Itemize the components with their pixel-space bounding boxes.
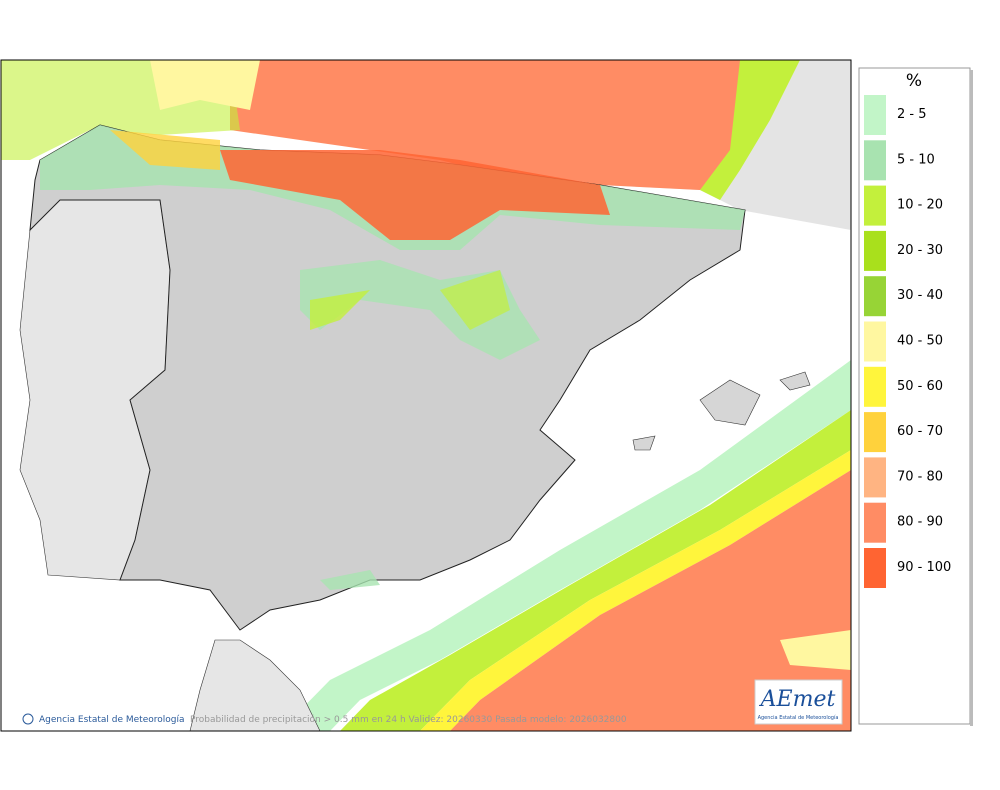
legend-label: 70 - 80 (897, 469, 943, 484)
legend-swatch (864, 412, 886, 453)
legend-label: 40 - 50 (897, 334, 943, 349)
map-frame (0, 59, 852, 732)
map (1, 60, 851, 731)
legend-label: 80 - 90 (897, 515, 943, 530)
caption: Probabilidad de precipitación > 0.5 mm e… (190, 714, 627, 725)
legend-swatch (864, 95, 886, 135)
legend-label: 60 - 70 (897, 424, 943, 439)
legend-items: 2 - 5 5 - 10 10 - 20 20 - 30 30 - 40 40 - 50 5… (864, 95, 951, 588)
legend-swatch (864, 457, 886, 498)
logo-subtitle: Agencia Estatal de Meteorología (758, 714, 839, 721)
legend-swatch (864, 185, 886, 226)
credit: Agencia Estatal de Meteorología (39, 715, 185, 725)
legend-swatch (864, 548, 886, 588)
legend-label: 20 - 30 (897, 243, 943, 258)
legend-label: 5 - 10 (897, 152, 935, 167)
legend-shadow (970, 70, 973, 726)
legend-label: 10 - 20 (897, 198, 943, 213)
logo-text: AEmet (759, 687, 836, 712)
legend-swatch (864, 140, 886, 181)
legend-swatch (864, 366, 886, 407)
legend-label: 30 - 40 (897, 288, 943, 303)
logo-box (754, 679, 843, 725)
legend-swatch (864, 276, 886, 317)
legend-title: % (906, 71, 922, 91)
copyright-icon (22, 713, 34, 725)
legend-label: 90 - 100 (897, 560, 951, 575)
legend-label: 50 - 60 (897, 379, 943, 394)
legend-swatch (864, 230, 886, 271)
legend-swatch (864, 502, 886, 543)
legend-label: 2 - 5 (897, 107, 927, 122)
legend-swatch (864, 321, 886, 362)
